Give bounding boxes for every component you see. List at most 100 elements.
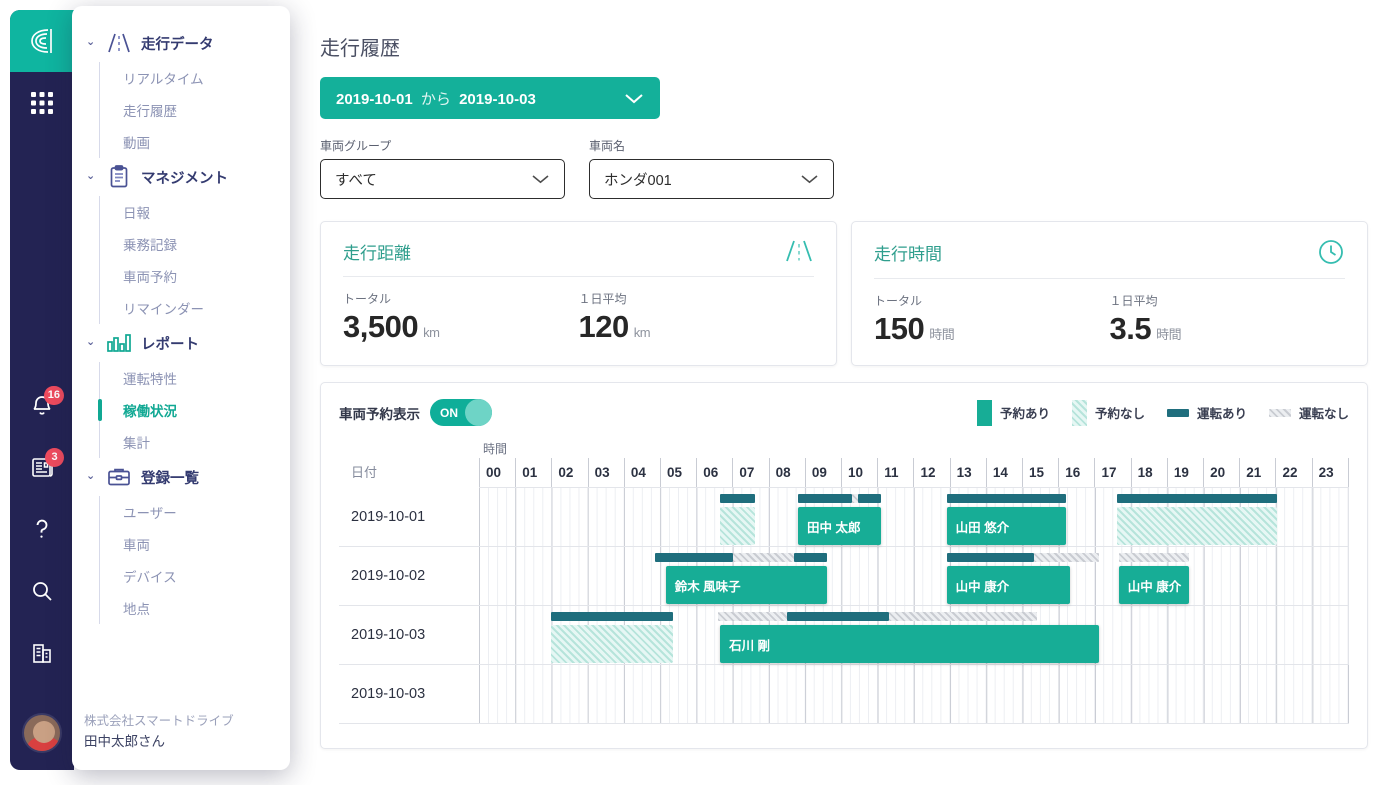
- sidebar-item-label: 走行履歴: [123, 104, 177, 119]
- reservation-bar[interactable]: 鈴木 風味子: [665, 566, 827, 604]
- sidebar-item-location[interactable]: 地点: [100, 592, 290, 624]
- gantt-hour-label: 07: [732, 458, 768, 487]
- avatar-button[interactable]: [10, 702, 74, 764]
- sidebar-item-driving-characteristics[interactable]: 運転特性: [100, 362, 290, 394]
- unreserved-bar[interactable]: [551, 625, 673, 663]
- gantt-legend: 予約あり 予約なし 運転あり 運転なし: [976, 399, 1349, 426]
- gantt-track[interactable]: 石川 剛: [479, 606, 1349, 664]
- date-range-picker[interactable]: 2019-10-01 から 2019-10-03: [320, 77, 660, 119]
- gantt-track[interactable]: 鈴木 風味子 山中 康介 山中 康介: [479, 547, 1349, 605]
- vehicle-name-value: ホンダ001: [604, 172, 672, 189]
- sidebar-item-daily-report[interactable]: 日報: [100, 196, 290, 228]
- legend-label: 予約なし: [1094, 407, 1145, 421]
- sidebar-item-vehicle[interactable]: 車両: [100, 528, 290, 560]
- reservation-bar[interactable]: 田中 太郎: [798, 507, 882, 545]
- gantt-hour-label: 14: [985, 458, 1022, 487]
- legend-swatch-not-driving: [1268, 408, 1291, 417]
- help-button[interactable]: [10, 498, 74, 560]
- metric-value: 3.5 時間: [1110, 311, 1346, 347]
- gantt-rows: 2019-10-01 田中 太郎 山田 悠介 2019-10-02 鈴木 風味子 山中 康…: [339, 488, 1349, 724]
- nav-group-registry[interactable]: ⌄ 登録一覧: [72, 458, 290, 496]
- gantt-hour-label: 13: [949, 458, 986, 487]
- unreserved-bar[interactable]: [720, 507, 755, 545]
- gantt-row: 2019-10-03 石川 剛: [339, 606, 1349, 665]
- duration-total: トータル 150 時間: [874, 292, 1110, 347]
- gantt-row-date: 2019-10-03: [351, 686, 426, 702]
- gantt-header: . 日付 時間 00010203040506070809101112131415…: [339, 440, 1349, 488]
- legend-label: 運転あり: [1196, 407, 1247, 421]
- gantt-row-date: 2019-10-03: [351, 627, 426, 643]
- sidebar-item-aggregation[interactable]: 集計: [100, 426, 290, 458]
- search-button[interactable]: [10, 560, 74, 622]
- apps-grid-icon: [31, 92, 53, 114]
- gantt-panel: 車両予約表示 ON 予約あり 予約なし 運転あり 運転なし . 日付: [320, 382, 1368, 749]
- vehicle-group-select[interactable]: すべて: [320, 159, 565, 199]
- sidebar-item-label: 乗務記録: [123, 238, 177, 253]
- gantt-row-date: 2019-10-01: [351, 509, 426, 525]
- reservation-bar[interactable]: 石川 剛: [720, 625, 1099, 663]
- reservation-bar[interactable]: 山中 康介: [946, 566, 1070, 604]
- sidebar-item-vehicle-reservation[interactable]: 車両予約: [100, 260, 290, 292]
- gantt-hour-label: 06: [696, 458, 732, 487]
- reservation-bar[interactable]: 山中 康介: [1118, 566, 1190, 604]
- sidebar-item-video[interactable]: 動画: [100, 126, 290, 158]
- bell-icon: [33, 395, 51, 415]
- unreserved-bar[interactable]: [1117, 507, 1277, 545]
- not-driving-bar: [1033, 553, 1099, 562]
- panel-user-info[interactable]: 株式会社スマートドライブ 田中太郎さん: [72, 697, 290, 770]
- gantt-track[interactable]: 田中 太郎 山田 悠介: [479, 488, 1349, 546]
- bar-chart-icon: [105, 330, 133, 356]
- gantt-row: 2019-10-01 田中 太郎 山田 悠介: [339, 488, 1349, 547]
- gantt-time-header-label: 時間: [483, 442, 508, 456]
- gantt-hour-label: 20: [1203, 458, 1239, 487]
- sidebar-item-device[interactable]: デバイス: [100, 560, 290, 592]
- gantt-track[interactable]: [479, 665, 1349, 723]
- sidebar-item-label: 動画: [123, 136, 150, 151]
- gantt-hour-cells: 00 01 02 03 04 05 06 07 08 09 10 11 12 13 14 15 16 17 18 19…: [479, 458, 1349, 488]
- distance-card-head: 走行距離: [343, 238, 814, 277]
- sidebar-item-reminder[interactable]: リマインダー: [100, 292, 290, 324]
- sidebar-item-user[interactable]: ユーザー: [100, 496, 290, 528]
- reservation-bar[interactable]: 山田 悠介: [946, 507, 1067, 545]
- gantt-hour-label: 23: [1311, 458, 1349, 487]
- not-driving-bar: [732, 553, 795, 562]
- duration-card: 走行時間 トータル 150 時間 １日平均 3.5 時間: [851, 221, 1368, 366]
- app-logo[interactable]: [10, 10, 74, 72]
- nav-panel: ⌄ 走行データ リアルタイム 走行履歴 動画 ⌄ マネジメン: [72, 6, 290, 770]
- nav-group-report[interactable]: ⌄ レポート: [72, 324, 290, 362]
- vehicle-name-select[interactable]: ホンダ001: [589, 159, 834, 199]
- metric-label: １日平均: [1109, 294, 1158, 308]
- sidebar-item-label: 集計: [123, 436, 150, 451]
- road-icon: [105, 30, 133, 56]
- metric-unit: km: [423, 325, 440, 340]
- news-button[interactable]: 3: [10, 436, 74, 498]
- apps-grid-button[interactable]: [10, 72, 74, 134]
- reservation-toggle-wrap: 車両予約表示 ON: [339, 399, 492, 426]
- sidebar-item-operation-status[interactable]: 稼働状況: [98, 394, 290, 426]
- sidebar-item-driving-history[interactable]: 走行履歴: [100, 94, 290, 126]
- nav-group-management[interactable]: ⌄ マネジメント: [72, 158, 290, 196]
- gantt-hour-label: 15: [1022, 458, 1058, 487]
- gantt-date-header-label: 日付: [351, 465, 378, 480]
- vehicle-name-label: 車両名: [589, 139, 626, 153]
- gantt-hour-label: 16: [1058, 458, 1094, 487]
- notifications-button[interactable]: 16: [10, 374, 74, 436]
- company-button[interactable]: [10, 622, 74, 684]
- filter-row: 車両グループ すべて 車両名 ホンダ001: [320, 137, 1368, 199]
- metric-unit: 時間: [1156, 327, 1182, 342]
- news-badge: 3: [45, 448, 64, 467]
- reservation-toggle[interactable]: ON: [430, 399, 492, 426]
- driving-bar: [946, 553, 1034, 562]
- sidebar-item-duty-record[interactable]: 乗務記録: [100, 228, 290, 260]
- metric-number: 3,500: [343, 309, 419, 344]
- vehicle-name-filter: 車両名 ホンダ001: [589, 137, 834, 199]
- gantt-hour-label: 09: [804, 458, 841, 487]
- nav-sublist-driving-data: リアルタイム 走行履歴 動画: [99, 62, 290, 158]
- nav-group-driving-data[interactable]: ⌄ 走行データ: [72, 24, 290, 62]
- gantt-hour-label: 02: [551, 458, 587, 487]
- sidebar-item-realtime[interactable]: リアルタイム: [100, 62, 290, 94]
- distance-total: トータル 3,500 km: [343, 290, 579, 345]
- driving-bar: [720, 494, 755, 503]
- legend-swatch-reserved: [976, 399, 992, 426]
- gantt-date-column-header: . 日付: [339, 440, 479, 488]
